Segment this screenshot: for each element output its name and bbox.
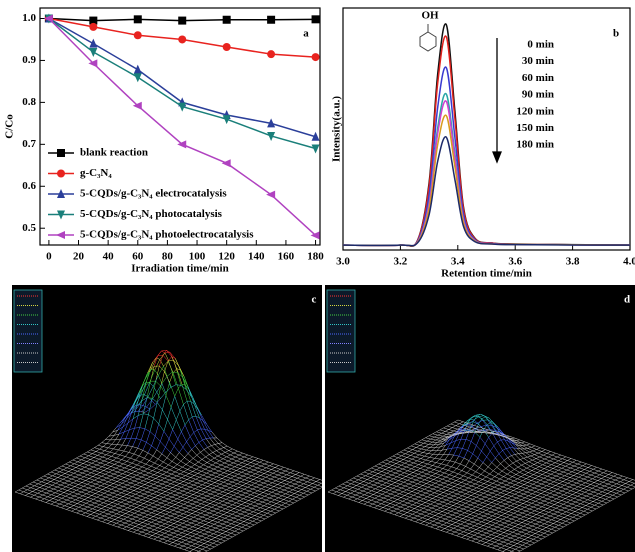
x-tick-label: 3.8: [566, 256, 580, 268]
time-arrow: [493, 38, 501, 162]
marker: [312, 53, 320, 61]
y-axis-label: Intensity(a.u.): [331, 96, 343, 162]
series-line: [49, 18, 316, 235]
panel-label: a: [303, 28, 309, 40]
x-axis-label: Retention time/min: [441, 268, 532, 280]
x-tick-label: 160: [278, 251, 295, 263]
x-tick-label: 40: [103, 251, 115, 263]
panel-label: b: [613, 28, 619, 40]
y-tick-label: 1.0: [22, 12, 36, 24]
x-tick-label: 3.6: [508, 256, 522, 268]
marker: [89, 48, 97, 57]
x-tick-label: 4.0: [623, 256, 635, 268]
y-axis-label: C/Co: [4, 114, 16, 139]
y-tick-label: 0.6: [22, 180, 36, 192]
marker: [134, 15, 142, 23]
legend-label: blank reaction: [80, 147, 148, 159]
marker: [89, 23, 97, 31]
marker: [312, 15, 320, 23]
legend-label: 0 min: [527, 39, 554, 51]
x-tick-label: 3.0: [336, 256, 350, 268]
y-tick-label: 0.5: [22, 222, 36, 234]
x-tick-label: 120: [218, 251, 235, 263]
x-tick-label: 60: [132, 251, 144, 263]
x-tick-label: 3.2: [394, 256, 408, 268]
series-line: [343, 115, 630, 246]
legend-label: 5-CQDs/g-C₃N₄ photoelectrocatalysis: [80, 229, 254, 241]
x-tick-label: 80: [162, 251, 174, 263]
molecule-label: OH: [421, 10, 439, 22]
marker: [57, 170, 65, 178]
legend-label: 5-CQDs/g-C₃N₄ photocatalysis: [80, 208, 223, 220]
y-tick-label: 0.7: [22, 138, 36, 150]
marker: [267, 16, 275, 24]
legend-label: 60 min: [522, 72, 554, 84]
marker: [89, 39, 97, 48]
x-axis-label: Irradiation time/min: [131, 263, 228, 275]
y-tick-label: 0.8: [22, 96, 36, 108]
plot-frame: [343, 8, 630, 250]
marker: [267, 50, 275, 58]
marker: [223, 43, 231, 51]
phenol-icon: [420, 24, 436, 51]
series-line: [343, 24, 630, 246]
marker: [178, 35, 186, 43]
x-tick-label: 180: [307, 251, 324, 263]
legend-label: g-C₃N₄: [80, 167, 112, 179]
marker: [223, 16, 231, 24]
series-line: [343, 36, 630, 246]
x-tick-label: 100: [189, 251, 206, 263]
marker: [312, 145, 320, 154]
series-line: [343, 137, 630, 246]
marker: [57, 149, 65, 157]
marker: [56, 231, 65, 239]
image-d-background: [325, 285, 635, 552]
legend-label: 180 min: [516, 139, 554, 151]
marker: [222, 159, 231, 167]
legend-label: 150 min: [516, 122, 554, 134]
x-tick-label: 0: [46, 251, 52, 263]
x-tick-label: 3.4: [451, 256, 465, 268]
series-line: [343, 67, 630, 246]
marker: [178, 17, 186, 25]
marker: [134, 31, 142, 39]
marker: [134, 65, 142, 74]
series-line: [343, 94, 630, 246]
x-tick-label: 140: [248, 251, 265, 263]
legend-label: 30 min: [522, 55, 554, 67]
x-tick-label: 20: [73, 251, 85, 263]
legend-label: 120 min: [516, 105, 554, 117]
legend-label: 90 min: [522, 89, 554, 101]
legend-label: 5-CQDs/g-C₃N₄ electrocatalysis: [80, 188, 227, 200]
series-line: [343, 101, 630, 246]
y-tick-label: 0.9: [22, 54, 36, 66]
marker: [134, 73, 142, 82]
